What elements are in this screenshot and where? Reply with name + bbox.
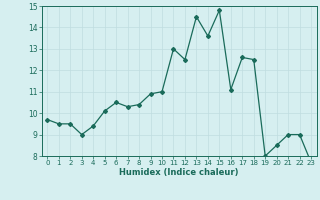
X-axis label: Humidex (Indice chaleur): Humidex (Indice chaleur) xyxy=(119,168,239,177)
